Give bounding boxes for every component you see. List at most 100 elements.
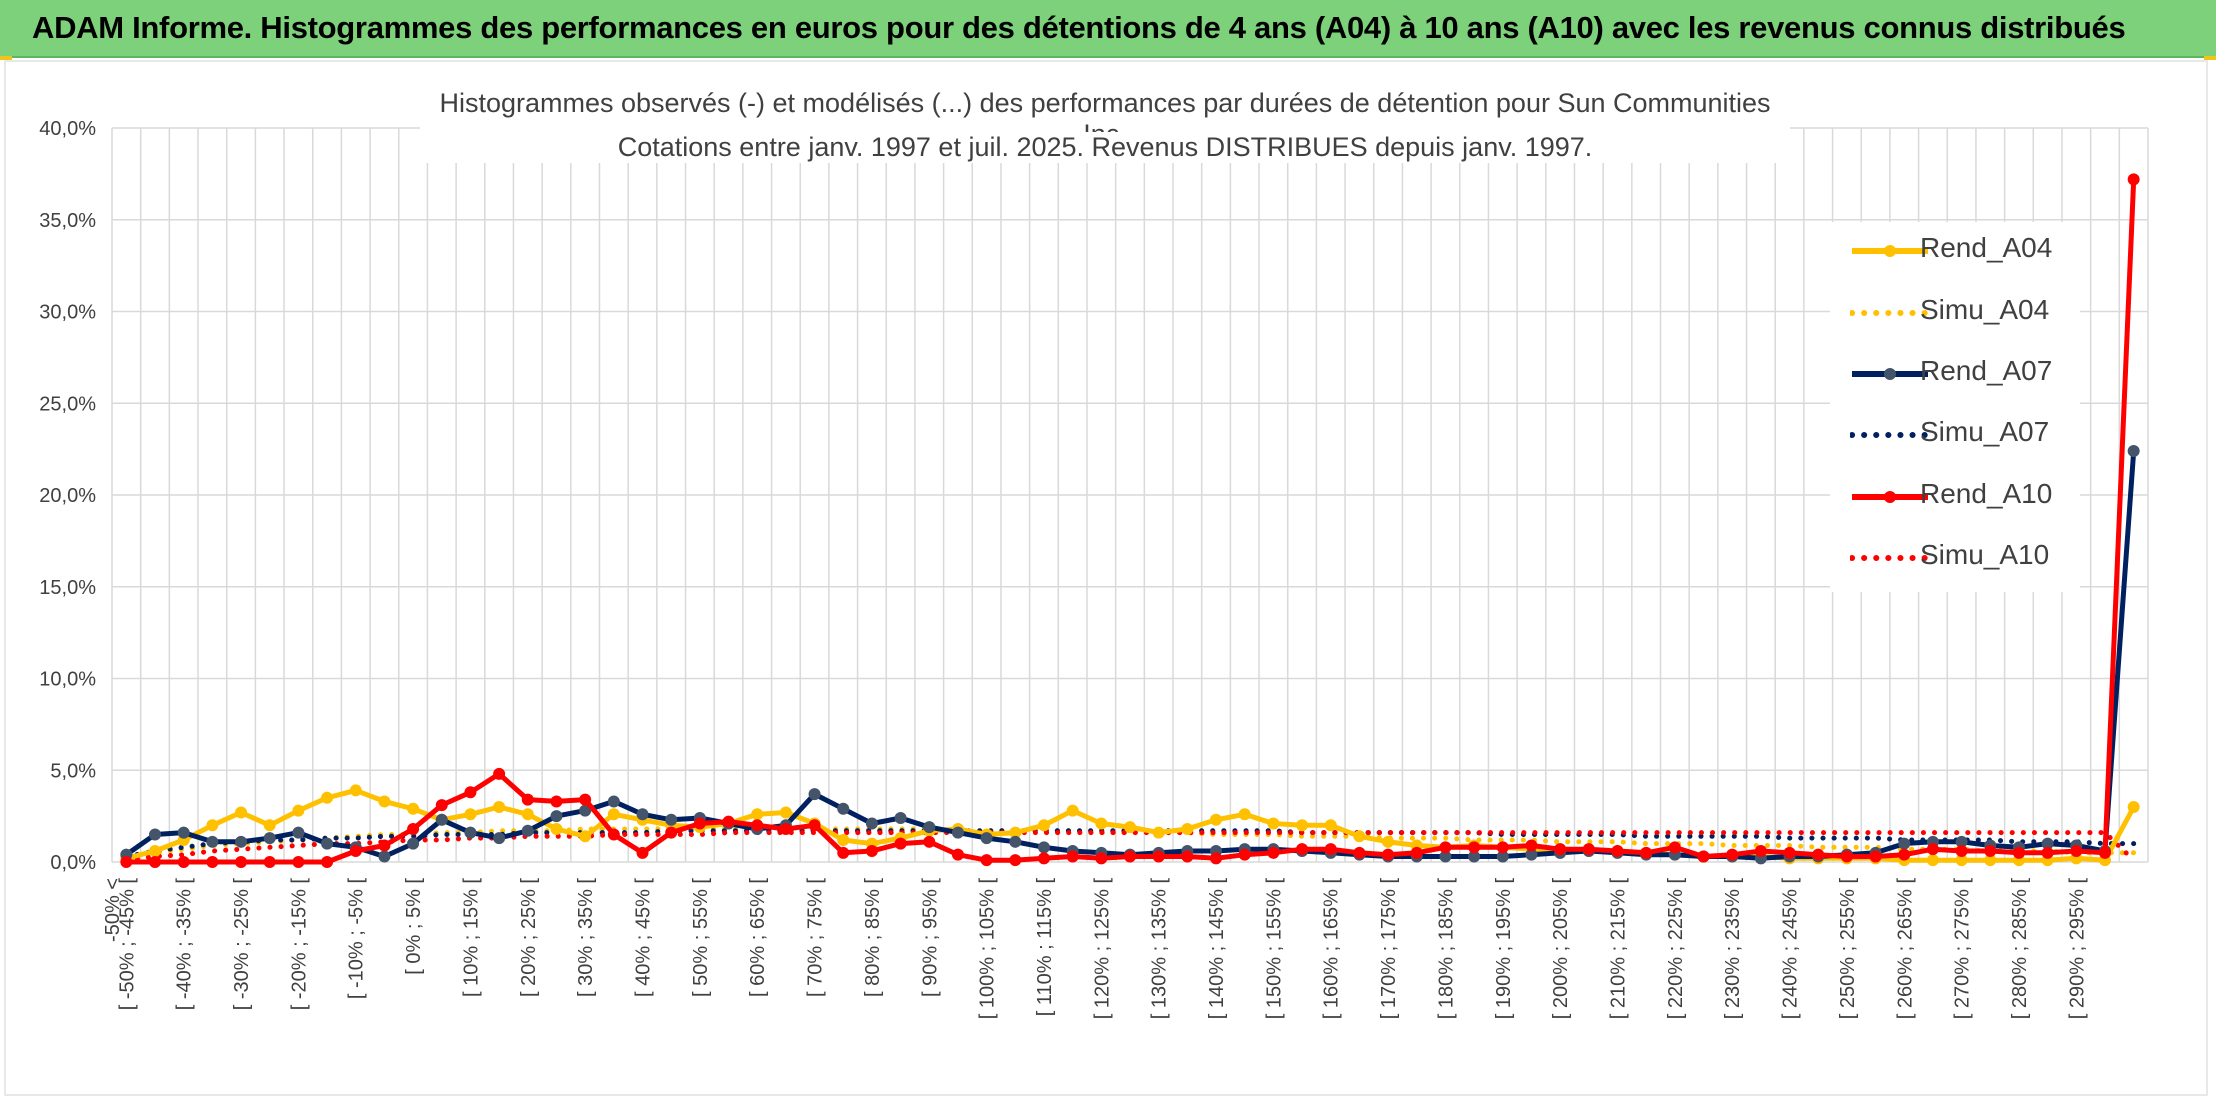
x-tick-label: [ 20% ; 25% [ — [518, 878, 540, 997]
data-point — [1296, 819, 1309, 832]
x-tick-label: [ 10% ; 15% [ — [460, 878, 482, 997]
data-point — [1668, 841, 1681, 854]
data-point — [894, 837, 907, 850]
data-point — [751, 819, 764, 832]
data-point — [521, 793, 534, 806]
series-line — [123, 828, 2137, 859]
data-point — [1554, 843, 1567, 856]
x-tick-label: [ 210% ; 215% [ — [1607, 878, 1629, 1020]
series-simu-a07 — [123, 828, 2137, 859]
data-point — [1496, 841, 1509, 854]
series-simu-a10 — [123, 830, 2137, 863]
data-point — [407, 837, 420, 850]
x-tick-label: -50% < — [102, 878, 124, 942]
x-tick-label: [ 200% ; 205% [ — [1550, 878, 1572, 1020]
data-point — [1238, 848, 1251, 861]
data-point — [1926, 843, 1939, 856]
data-point — [1210, 852, 1223, 865]
legend-marker — [1884, 245, 1896, 257]
data-point — [292, 826, 305, 839]
x-tick-label: [ 70% ; 75% [ — [805, 878, 827, 997]
y-tick-label: 35,0% — [39, 210, 96, 232]
frame-corner-left — [0, 56, 12, 60]
report-banner: ADAM Informe. Histogrammes des performan… — [0, 0, 2216, 58]
x-tick-label: [ -40% ; -35% [ — [174, 878, 196, 1011]
data-point — [1353, 846, 1366, 859]
data-point — [1640, 846, 1653, 859]
data-point — [235, 806, 248, 819]
data-point — [1869, 850, 1882, 863]
data-point — [550, 822, 563, 835]
y-tick-label: 15,0% — [39, 577, 96, 599]
data-point — [1095, 817, 1108, 830]
data-point — [808, 819, 821, 832]
data-point — [1324, 843, 1337, 856]
data-point — [1066, 804, 1079, 817]
legend-swatch-solid-icon — [1852, 368, 1928, 380]
data-point — [636, 846, 649, 859]
data-point — [980, 832, 993, 845]
frame-corner-right — [2204, 56, 2216, 60]
data-point — [1009, 835, 1022, 848]
x-axis: [ -50% ; -45% [[ -40% ; -35% [[ -30% ; -… — [102, 878, 2088, 1020]
x-tick-label: [ 100% ; 105% [ — [977, 878, 999, 1020]
y-tick-label: 5,0% — [50, 760, 96, 782]
y-tick-label: 10,0% — [39, 669, 96, 691]
data-point — [1754, 844, 1767, 857]
data-point — [1382, 835, 1395, 848]
data-point — [1410, 846, 1423, 859]
data-point — [2098, 846, 2111, 859]
y-tick-label: 40,0% — [39, 118, 96, 140]
data-point — [2012, 846, 2025, 859]
data-point — [235, 856, 248, 868]
data-point — [1267, 846, 1280, 859]
y-tick-label: 20,0% — [39, 485, 96, 507]
data-point — [2127, 800, 2140, 813]
data-point — [1955, 844, 1968, 857]
data-point — [1812, 848, 1825, 861]
data-point — [894, 811, 907, 824]
data-point — [1152, 850, 1165, 863]
chart-frame — [4, 60, 2208, 1096]
data-point — [1095, 852, 1108, 865]
data-point — [1037, 819, 1050, 832]
legend-label: Rend_A10 — [1920, 478, 2053, 509]
data-point — [808, 788, 821, 801]
data-point — [292, 804, 305, 817]
x-tick-label: [ 220% ; 225% [ — [1665, 878, 1687, 1020]
data-point — [1324, 819, 1337, 832]
data-point — [579, 793, 592, 806]
y-tick-label: 30,0% — [39, 302, 96, 324]
data-point — [177, 826, 190, 839]
data-point — [1611, 844, 1624, 857]
data-point — [951, 826, 964, 839]
x-tick-label: [ 30% ; 35% [ — [575, 878, 597, 997]
x-tick-label: [ 190% ; 195% [ — [1493, 878, 1515, 1020]
data-point — [149, 844, 162, 857]
data-point — [206, 819, 219, 832]
legend-label: Simu_A07 — [1920, 416, 2050, 447]
x-tick-label: [ -10% ; -5% [ — [346, 878, 368, 1000]
x-tick-label: [ 60% ; 65% [ — [747, 878, 769, 997]
data-point — [177, 856, 190, 868]
x-tick-label: [ 120% ; 125% [ — [1091, 878, 1113, 1020]
series-simu-a04 — [123, 826, 2137, 859]
x-tick-label: [ 160% ; 165% [ — [1321, 878, 1343, 1020]
data-point — [779, 806, 792, 819]
legend-swatch-dotted-icon — [1850, 310, 1930, 316]
data-point — [521, 824, 534, 837]
data-point — [1181, 822, 1194, 835]
data-point — [837, 833, 850, 846]
data-point — [1210, 813, 1223, 826]
legend-entry-rend-a10: Rend_A10 — [1830, 476, 2080, 516]
data-point — [464, 826, 477, 839]
data-point — [579, 830, 592, 843]
data-point — [235, 835, 248, 848]
data-point — [435, 799, 448, 812]
data-point — [951, 848, 964, 861]
x-tick-label: [ 290% ; 295% [ — [2066, 878, 2088, 1020]
data-point — [2041, 846, 2054, 859]
legend-entry-simu-a10: Simu_A10 — [1830, 537, 2080, 577]
data-point — [751, 808, 764, 821]
data-point — [923, 835, 936, 848]
